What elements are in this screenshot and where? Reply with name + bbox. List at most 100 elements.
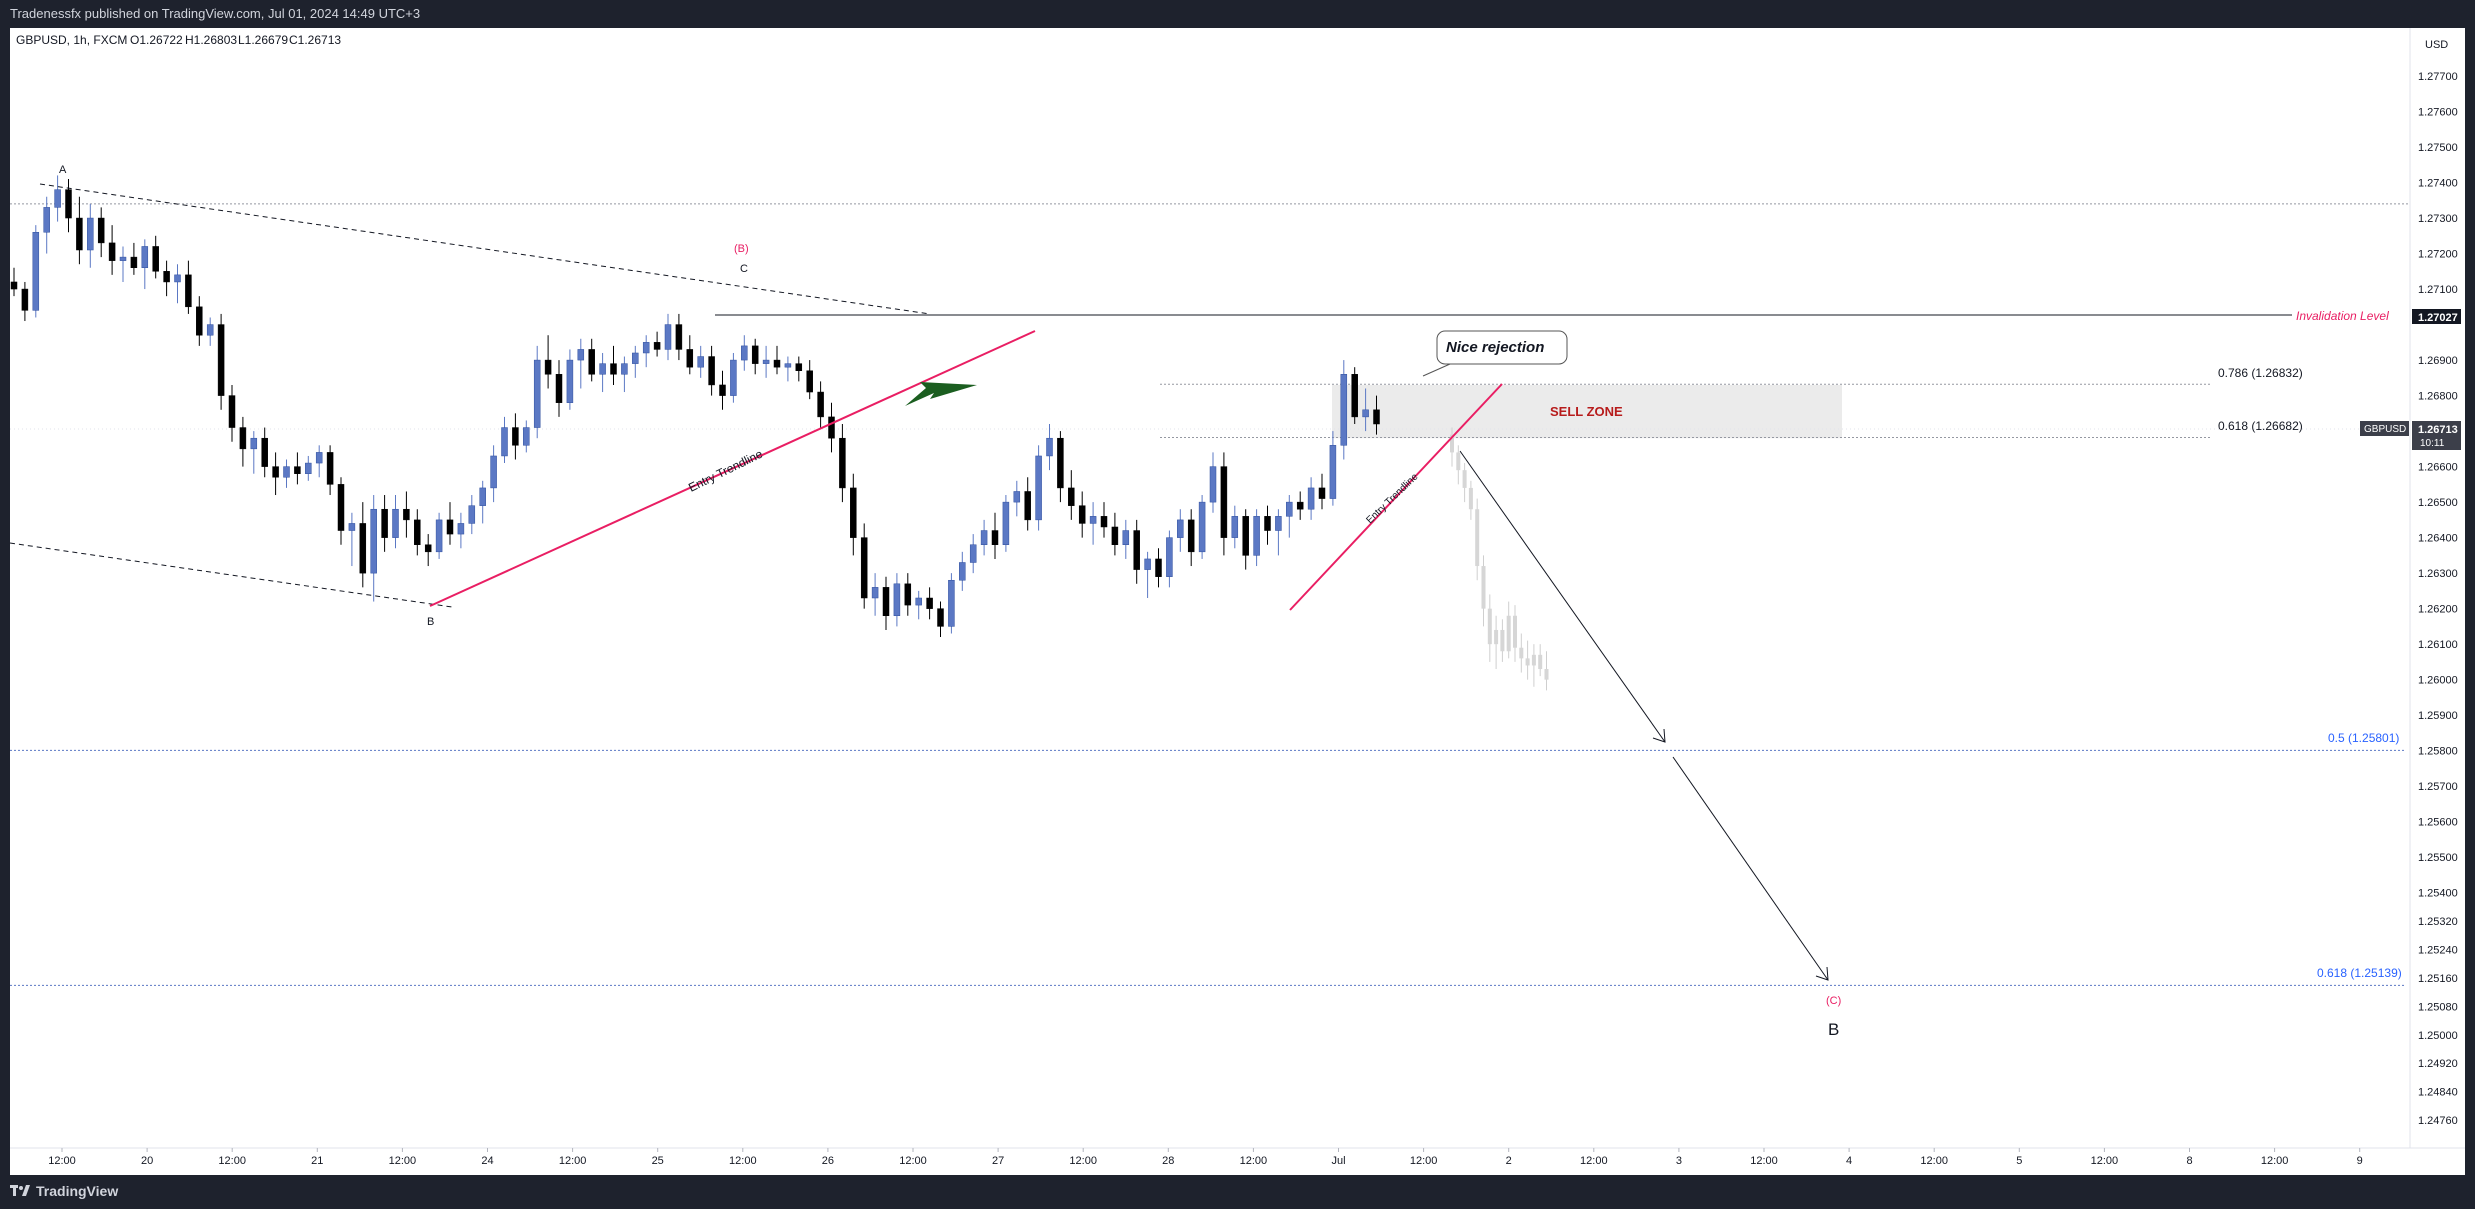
candle-body xyxy=(1286,501,1293,517)
fib-618-label: 0.618 (1.26682) xyxy=(2218,419,2303,433)
candle-body xyxy=(980,530,988,545)
tradingview-logo[interactable]: TradingView xyxy=(10,1183,118,1199)
candle-body xyxy=(206,324,214,336)
candle-body xyxy=(130,256,138,269)
candle-body xyxy=(817,391,824,418)
candle-body xyxy=(762,359,770,364)
x-tick-label: 12:00 xyxy=(1580,1155,1608,1167)
candle-body xyxy=(326,452,334,485)
candle-body xyxy=(806,370,813,393)
candle-body xyxy=(621,363,628,375)
publisher-bar: Tradenessfx published on TradingView.com… xyxy=(0,0,2475,28)
candle-body xyxy=(141,246,149,269)
green-arrow-icon xyxy=(905,382,977,406)
candle-body xyxy=(32,231,40,311)
candle-body xyxy=(1296,501,1304,510)
candle-body xyxy=(1013,491,1021,503)
candle-body xyxy=(882,587,890,617)
candle-body xyxy=(435,519,443,553)
fib-618-low-label: 0.618 (1.25139) xyxy=(2317,966,2402,980)
candle-body xyxy=(577,349,585,361)
candle-body xyxy=(424,544,432,553)
x-tick-label: Jul xyxy=(1331,1155,1345,1167)
candle-body xyxy=(87,217,94,251)
x-tick-label: 9 xyxy=(2357,1155,2363,1167)
candle-body xyxy=(1307,487,1315,510)
y-tick-label: 1.26300 xyxy=(2418,568,2458,580)
candle-body xyxy=(196,306,203,336)
candle-body xyxy=(730,359,737,396)
candle-body xyxy=(348,523,356,531)
candle-body xyxy=(588,349,595,375)
candle-body xyxy=(1111,526,1119,545)
candle-body xyxy=(370,508,377,574)
candle-body xyxy=(228,395,236,428)
y-tick-label: 1.27100 xyxy=(2418,284,2458,296)
label-c: C xyxy=(740,263,748,275)
candle-body xyxy=(337,484,345,531)
candles-group xyxy=(10,175,1380,638)
projection-body xyxy=(1513,615,1517,648)
candle-body xyxy=(54,189,61,208)
y-tick-label: 1.25160 xyxy=(2418,973,2458,985)
candle-body xyxy=(1220,466,1228,538)
candle-body xyxy=(152,246,159,272)
candle-body xyxy=(490,455,497,489)
y-tick-label: 1.27500 xyxy=(2418,142,2458,154)
x-tick-label: 12:00 xyxy=(1750,1155,1778,1167)
last-price-value: 1.26713 xyxy=(2418,424,2458,436)
candle-body xyxy=(969,544,977,563)
candle-body xyxy=(1253,516,1260,556)
y-tick-label: 1.27300 xyxy=(2418,213,2458,225)
y-tick-label: 1.26000 xyxy=(2418,675,2458,687)
fib-786-label: 0.786 (1.26832) xyxy=(2218,366,2303,380)
candle-body xyxy=(904,583,912,606)
candle-body xyxy=(294,466,301,474)
candle-body xyxy=(283,466,290,478)
ohlc-low: L1.26679 xyxy=(238,33,288,47)
candle-body xyxy=(642,342,650,354)
candle-body xyxy=(1242,516,1249,556)
candle-body xyxy=(937,608,944,627)
ohlc-high: H1.26803 xyxy=(185,33,237,47)
nice-rejection-text: Nice rejection xyxy=(1446,339,1544,356)
y-tick-label: 1.24760 xyxy=(2418,1115,2458,1127)
projection-body xyxy=(1481,566,1486,609)
candle-body xyxy=(991,530,999,545)
candle-body xyxy=(446,519,454,535)
x-tick-label: 12:00 xyxy=(1920,1155,1948,1167)
candle-body xyxy=(533,359,541,428)
y-tick-label: 1.26400 xyxy=(2418,533,2458,545)
candle-body xyxy=(1122,530,1130,545)
candle-body xyxy=(97,217,105,244)
projection-body xyxy=(1487,608,1492,645)
candle-body xyxy=(1231,516,1239,538)
x-tick-label: 12:00 xyxy=(1240,1155,1268,1167)
candle-body xyxy=(860,537,868,599)
x-tick-label: 12:00 xyxy=(2261,1155,2289,1167)
y-tick-label: 1.27400 xyxy=(2418,178,2458,190)
x-tick-label: 12:00 xyxy=(218,1155,246,1167)
candle-body xyxy=(697,356,704,368)
ohlc-open: O1.26722 xyxy=(130,33,183,47)
target-arrow-1-head xyxy=(1652,728,1666,743)
candle-body xyxy=(512,427,519,446)
x-tick-label: 21 xyxy=(311,1155,323,1167)
candle-body xyxy=(926,597,933,609)
projection-body xyxy=(1462,470,1467,488)
y-tick-label: 1.27700 xyxy=(2418,71,2458,83)
candle-body xyxy=(871,587,879,599)
label-wave-c: (C) xyxy=(1826,995,1841,1007)
candle-body xyxy=(1133,530,1140,570)
candle-body xyxy=(1166,537,1173,577)
y-tick-label: 1.25500 xyxy=(2418,852,2458,864)
candle-body xyxy=(174,274,181,283)
projection-body xyxy=(1525,658,1530,666)
candle-body xyxy=(1078,505,1086,524)
y-tick-label: 1.24920 xyxy=(2418,1058,2458,1070)
y-tick-label: 1.27200 xyxy=(2418,249,2458,261)
target-arrow-1 xyxy=(1459,450,1666,743)
candle-body xyxy=(893,583,901,617)
publisher-text: Tradenessfx published on TradingView.com… xyxy=(10,6,421,21)
